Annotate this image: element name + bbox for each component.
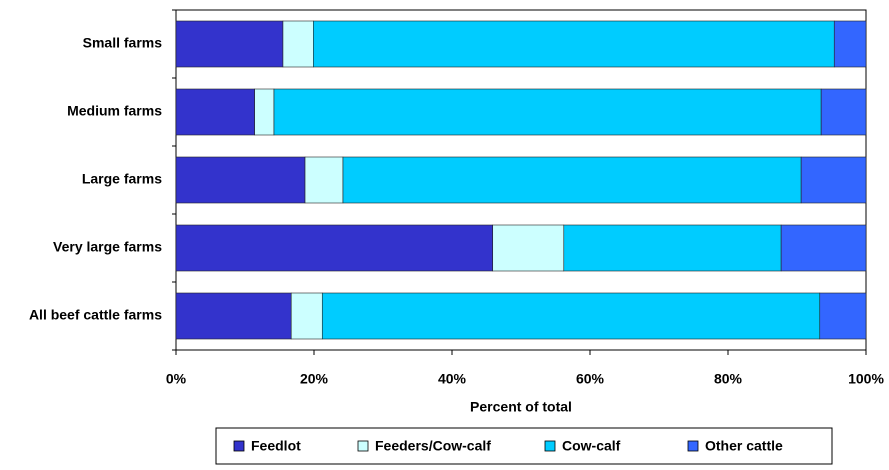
legend-box — [215, 427, 833, 465]
bar-segment — [800, 156, 867, 204]
bar-segment — [175, 224, 494, 272]
bar-segment — [282, 20, 314, 68]
bar-segment — [175, 156, 306, 204]
y-tick-label: Medium farms — [67, 103, 162, 119]
legend-label: Feeders/Cow-calf — [375, 438, 491, 454]
x-tick-label: 80% — [714, 371, 743, 387]
x-tick-label: 60% — [576, 371, 605, 387]
legend-label: Feedlot — [251, 438, 301, 454]
y-tick-label: Large farms — [82, 171, 162, 187]
x-axis-label: Percent of total — [470, 399, 572, 415]
legend-swatch — [687, 440, 699, 452]
bar-segment — [290, 292, 323, 340]
bar-segment — [304, 156, 344, 204]
bar-segment — [273, 88, 822, 136]
legend-swatch — [357, 440, 369, 452]
legend-swatch — [544, 440, 556, 452]
legend-swatch — [233, 440, 245, 452]
x-tick-label: 100% — [848, 371, 884, 387]
bar-segment — [833, 20, 867, 68]
bar-segment — [563, 224, 782, 272]
y-tick-label: All beef cattle farms — [29, 307, 162, 323]
bar-segment — [254, 88, 275, 136]
bar-segment — [313, 20, 835, 68]
legend-label: Cow-calf — [562, 438, 621, 454]
x-tick-label: 0% — [166, 371, 187, 387]
bar-segment — [492, 224, 565, 272]
x-tick-label: 40% — [438, 371, 467, 387]
bar-segment — [175, 20, 284, 68]
bar-segment — [175, 88, 255, 136]
y-tick-label: Very large farms — [53, 239, 162, 255]
x-tick-label: 20% — [300, 371, 329, 387]
legend-label: Other cattle — [705, 438, 783, 454]
bar-segment — [175, 292, 292, 340]
bar-segment — [321, 292, 821, 340]
bar-segment — [820, 88, 867, 136]
y-tick-label: Small farms — [83, 35, 163, 51]
bar-segment — [819, 292, 867, 340]
bar-segment — [342, 156, 802, 204]
bar-segment — [780, 224, 867, 272]
